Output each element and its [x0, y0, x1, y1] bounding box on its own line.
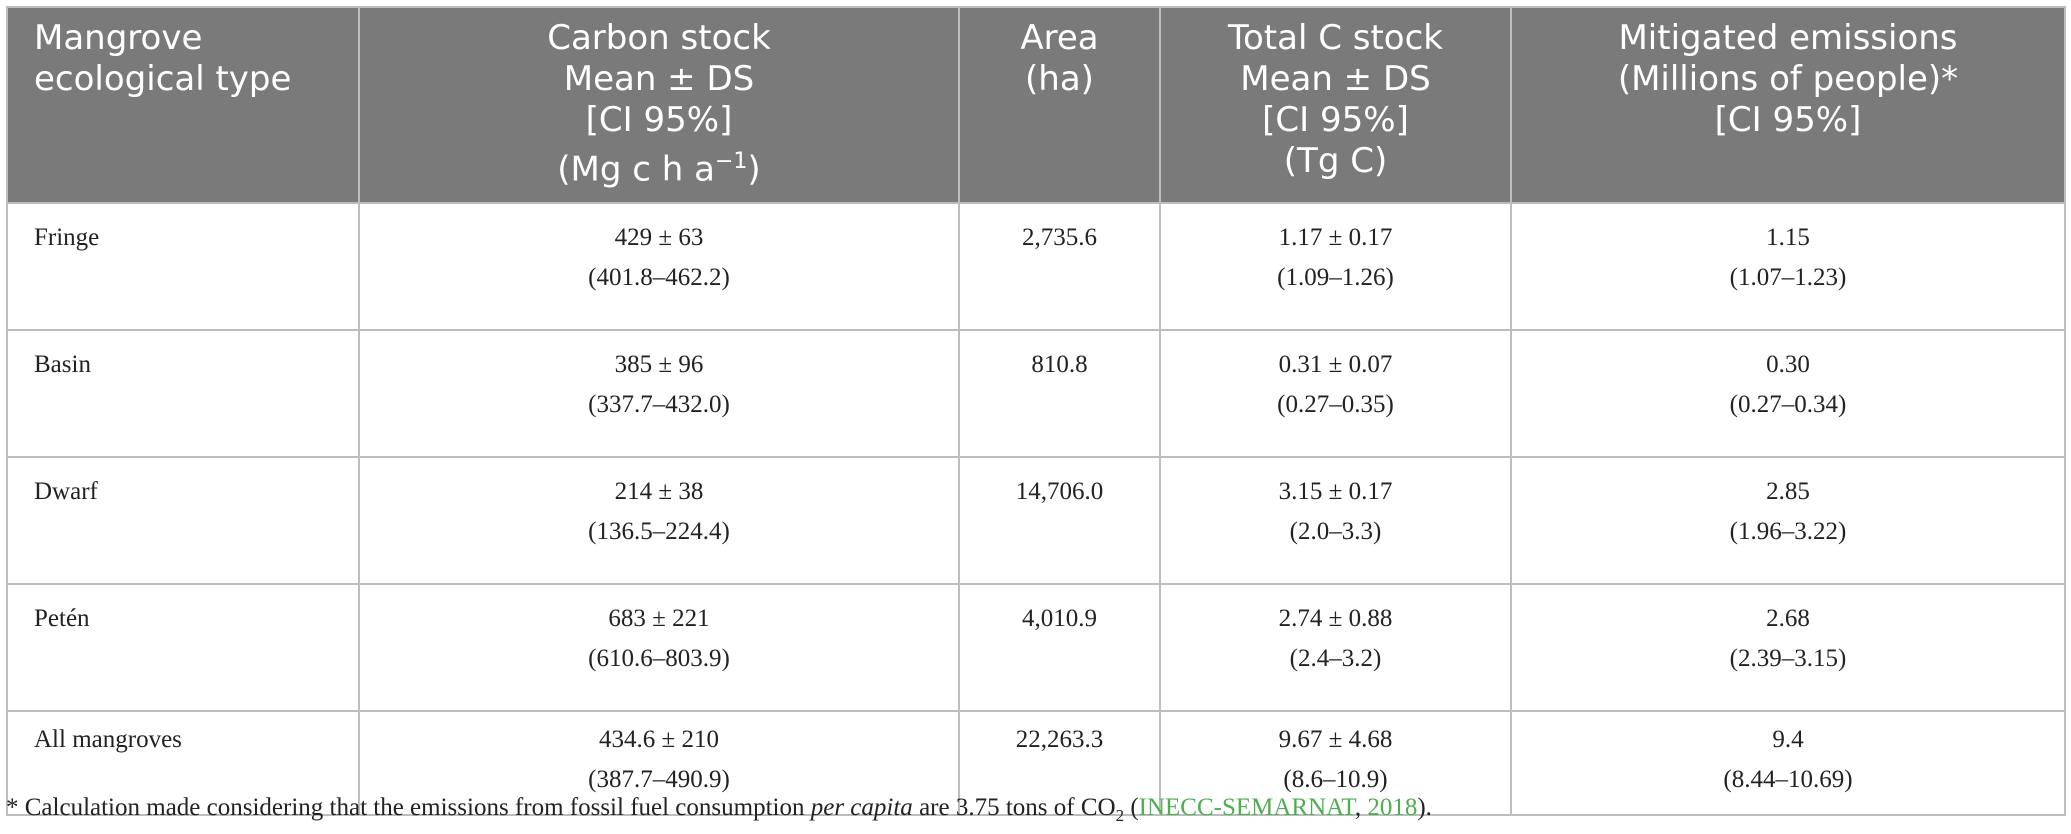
header-carbon-stock: Carbon stock Mean ± DS [CI 95%] (Mg c h … [358, 5, 960, 205]
cell-type: Dwarf [6, 456, 360, 586]
header-total-c-stock: Total C stock Mean ± DS [CI 95%] (Tg C) [1159, 5, 1512, 205]
cell-carbon-stock: 214 ± 38 (136.5–224.4) [358, 456, 960, 586]
cell-carbon-stock: 385 ± 96 (337.7–432.0) [358, 329, 960, 459]
cell-type: Basin [6, 329, 360, 459]
cell-total-c-stock: 2.74 ± 0.88 (2.4–3.2) [1159, 583, 1512, 713]
cell-area: 4,010.9 [958, 583, 1161, 713]
cell-carbon-stock: 429 ± 63 (401.8–462.2) [358, 202, 960, 332]
data-table-container: Mangrove ecological type Carbon stock Me… [6, 5, 2066, 817]
table-row-total: All mangroves 434.6 ± 210 (387.7–490.9) 2… [6, 710, 2066, 817]
cell-mitigated-emissions: 2.85 (1.96–3.22) [1510, 456, 2066, 586]
cell-carbon-stock: 683 ± 221 (610.6–803.9) [358, 583, 960, 713]
reference-link-author[interactable]: INECC-SEMARNAT [1138, 794, 1355, 821]
header-row: Mangrove ecological type Carbon stock Me… [6, 5, 2066, 205]
header-area: Area (ha) [958, 5, 1161, 205]
table-row: Fringe 429 ± 63 (401.8–462.2) 2,735.6 1.1… [6, 202, 2066, 332]
header-carbon-unit: (Mg c h a−1) [557, 149, 761, 190]
cell-mitigated-emissions: 0.30 (0.27–0.34) [1510, 329, 2066, 459]
table-row: Basin 385 ± 96 (337.7–432.0) 810.8 0.31 ±… [6, 329, 2066, 459]
cell-total-c-stock: 3.15 ± 0.17 (2.0–3.3) [1159, 456, 1512, 586]
table-row: Petén 683 ± 221 (610.6–803.9) 4,010.9 2.7… [6, 583, 2066, 713]
table-row: Dwarf 214 ± 38 (136.5–224.4) 14,706.0 3.1… [6, 456, 2066, 586]
table-footnote: * Calculation made considering that the … [6, 794, 1432, 825]
cell-type: Petén [6, 583, 360, 713]
data-table: Mangrove ecological type Carbon stock Me… [6, 5, 2066, 817]
cell-carbon-stock: 434.6 ± 210 (387.7–490.9) [358, 710, 960, 817]
cell-total-c-stock: 1.17 ± 0.17 (1.09–1.26) [1159, 202, 1512, 332]
header-mitigated-emissions: Mitigated emissions (Millions of people)… [1510, 5, 2066, 205]
cell-area: 2,735.6 [958, 202, 1161, 332]
cell-total-c-stock: 9.67 ± 4.68 (8.6–10.9) [1159, 710, 1512, 817]
header-mangrove-type: Mangrove ecological type [6, 5, 360, 205]
cell-area: 810.8 [958, 329, 1161, 459]
cell-type: Fringe [6, 202, 360, 332]
cell-type: All mangroves [6, 710, 360, 817]
cell-area: 22,263.3 [958, 710, 1161, 817]
cell-mitigated-emissions: 1.15 (1.07–1.23) [1510, 202, 2066, 332]
cell-mitigated-emissions: 2.68 (2.39–3.15) [1510, 583, 2066, 713]
cell-total-c-stock: 0.31 ± 0.07 (0.27–0.35) [1159, 329, 1512, 459]
reference-link-year[interactable]: 2018 [1367, 794, 1418, 821]
cell-area: 14,706.0 [958, 456, 1161, 586]
cell-mitigated-emissions: 9.4 (8.44–10.69) [1510, 710, 2066, 817]
